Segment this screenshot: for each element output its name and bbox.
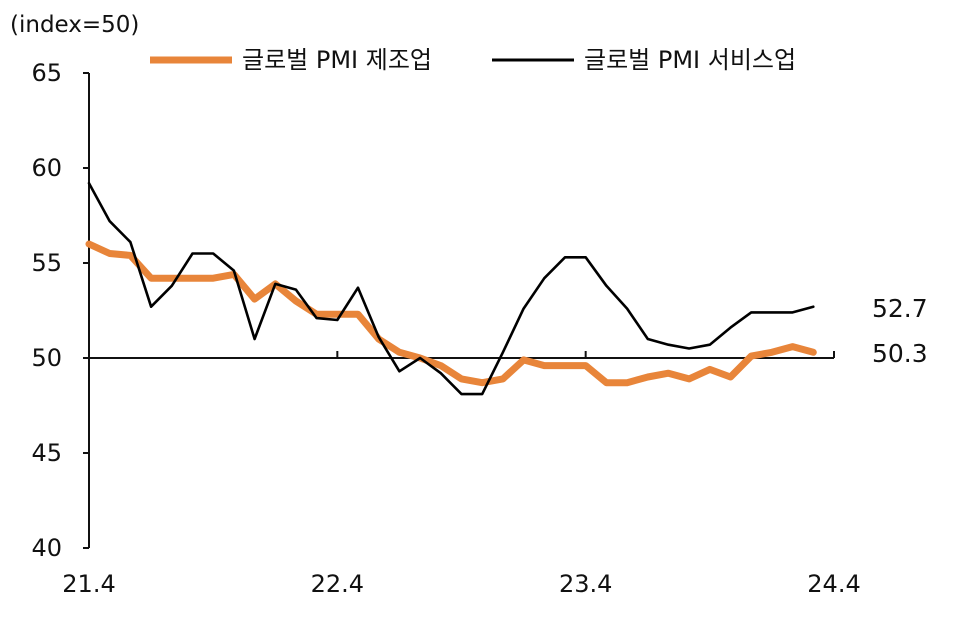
y-tick-label: 50 [31,344,62,372]
series-line-services [87,181,815,396]
end-labels: 50.3 52.7 [872,294,928,368]
end-label-services: 52.7 [872,294,928,323]
y-tick-label: 40 [31,534,62,562]
y-tick-label: 65 [31,59,62,87]
axes: 40 45 50 55 60 65 21.4 22.4 23.4 24.4 [31,59,860,598]
legend-label-services: 글로벌 PMI 서비스업 [584,46,796,74]
x-tick-label: 22.4 [311,570,364,598]
unit-label: (index=50) [10,12,139,38]
end-label-manufacturing: 50.3 [872,339,928,368]
legend-label-manufacturing: 글로벌 PMI 제조업 [242,46,432,74]
series-line-manufacturing [85,240,817,387]
x-tick-label: 21.4 [62,570,115,598]
x-tick-label: 24.4 [807,570,860,598]
y-tick-label: 55 [31,249,62,277]
x-tick-label: 23.4 [559,570,612,598]
legend: 글로벌 PMI 제조업 글로벌 PMI 서비스업 [150,46,796,74]
series-layer [85,181,817,396]
y-tick-label: 60 [31,154,62,182]
y-tick-label: 45 [31,439,62,467]
